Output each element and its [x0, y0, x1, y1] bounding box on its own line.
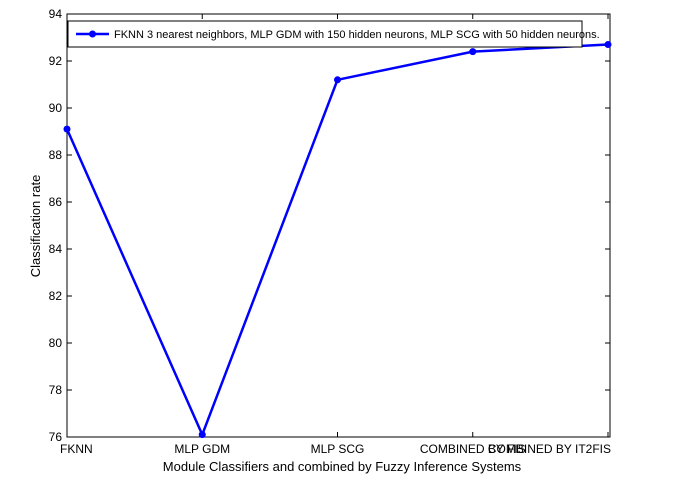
y-axis: 76 78 80 82 84 86 88 90 92 94 [49, 7, 610, 444]
legend-label: FKNN 3 nearest neighbors, MLP GDM with 1… [114, 29, 600, 41]
x-tick-label: FKNN [60, 442, 93, 456]
data-point [334, 76, 341, 84]
x-axis-title: Module Classifiers and combined by Fuzzy… [163, 459, 522, 474]
x-axis: FKNN MLP GDM MLP SCG COMBINED BY FISCOMBINE… [60, 14, 611, 456]
y-tick-label: 82 [49, 289, 63, 303]
y-tick-label: 88 [49, 148, 63, 162]
plot-area [66, 13, 611, 438]
legend-marker-swatch [89, 30, 96, 38]
y-tick-label: 76 [49, 430, 63, 444]
y-tick-label: 90 [49, 101, 63, 115]
legend: FKNN 3 nearest neighbors, MLP GDM with 1… [67, 20, 600, 48]
y-tick-label: 80 [49, 336, 63, 350]
x-tick-label: COMBINED BY FIS [420, 442, 526, 456]
data-point [63, 125, 71, 133]
x-tick-label: MLP GDM [174, 442, 230, 456]
y-tick-label: 92 [49, 54, 63, 68]
data-point [604, 41, 612, 49]
series-layer [63, 41, 612, 439]
x-tick-label: COMBINED BY IT2FIS [488, 442, 611, 456]
y-tick-label: 84 [49, 242, 63, 256]
legend-box [67, 20, 583, 48]
data-point [469, 48, 477, 56]
y-tick-label: 86 [49, 195, 63, 209]
x-tick-label: MLP SCG [311, 442, 365, 456]
y-axis-title: Classification rate [28, 175, 43, 278]
y-tick-label: 94 [49, 7, 63, 21]
data-point [198, 431, 206, 439]
y-tick-label: 78 [49, 383, 63, 397]
